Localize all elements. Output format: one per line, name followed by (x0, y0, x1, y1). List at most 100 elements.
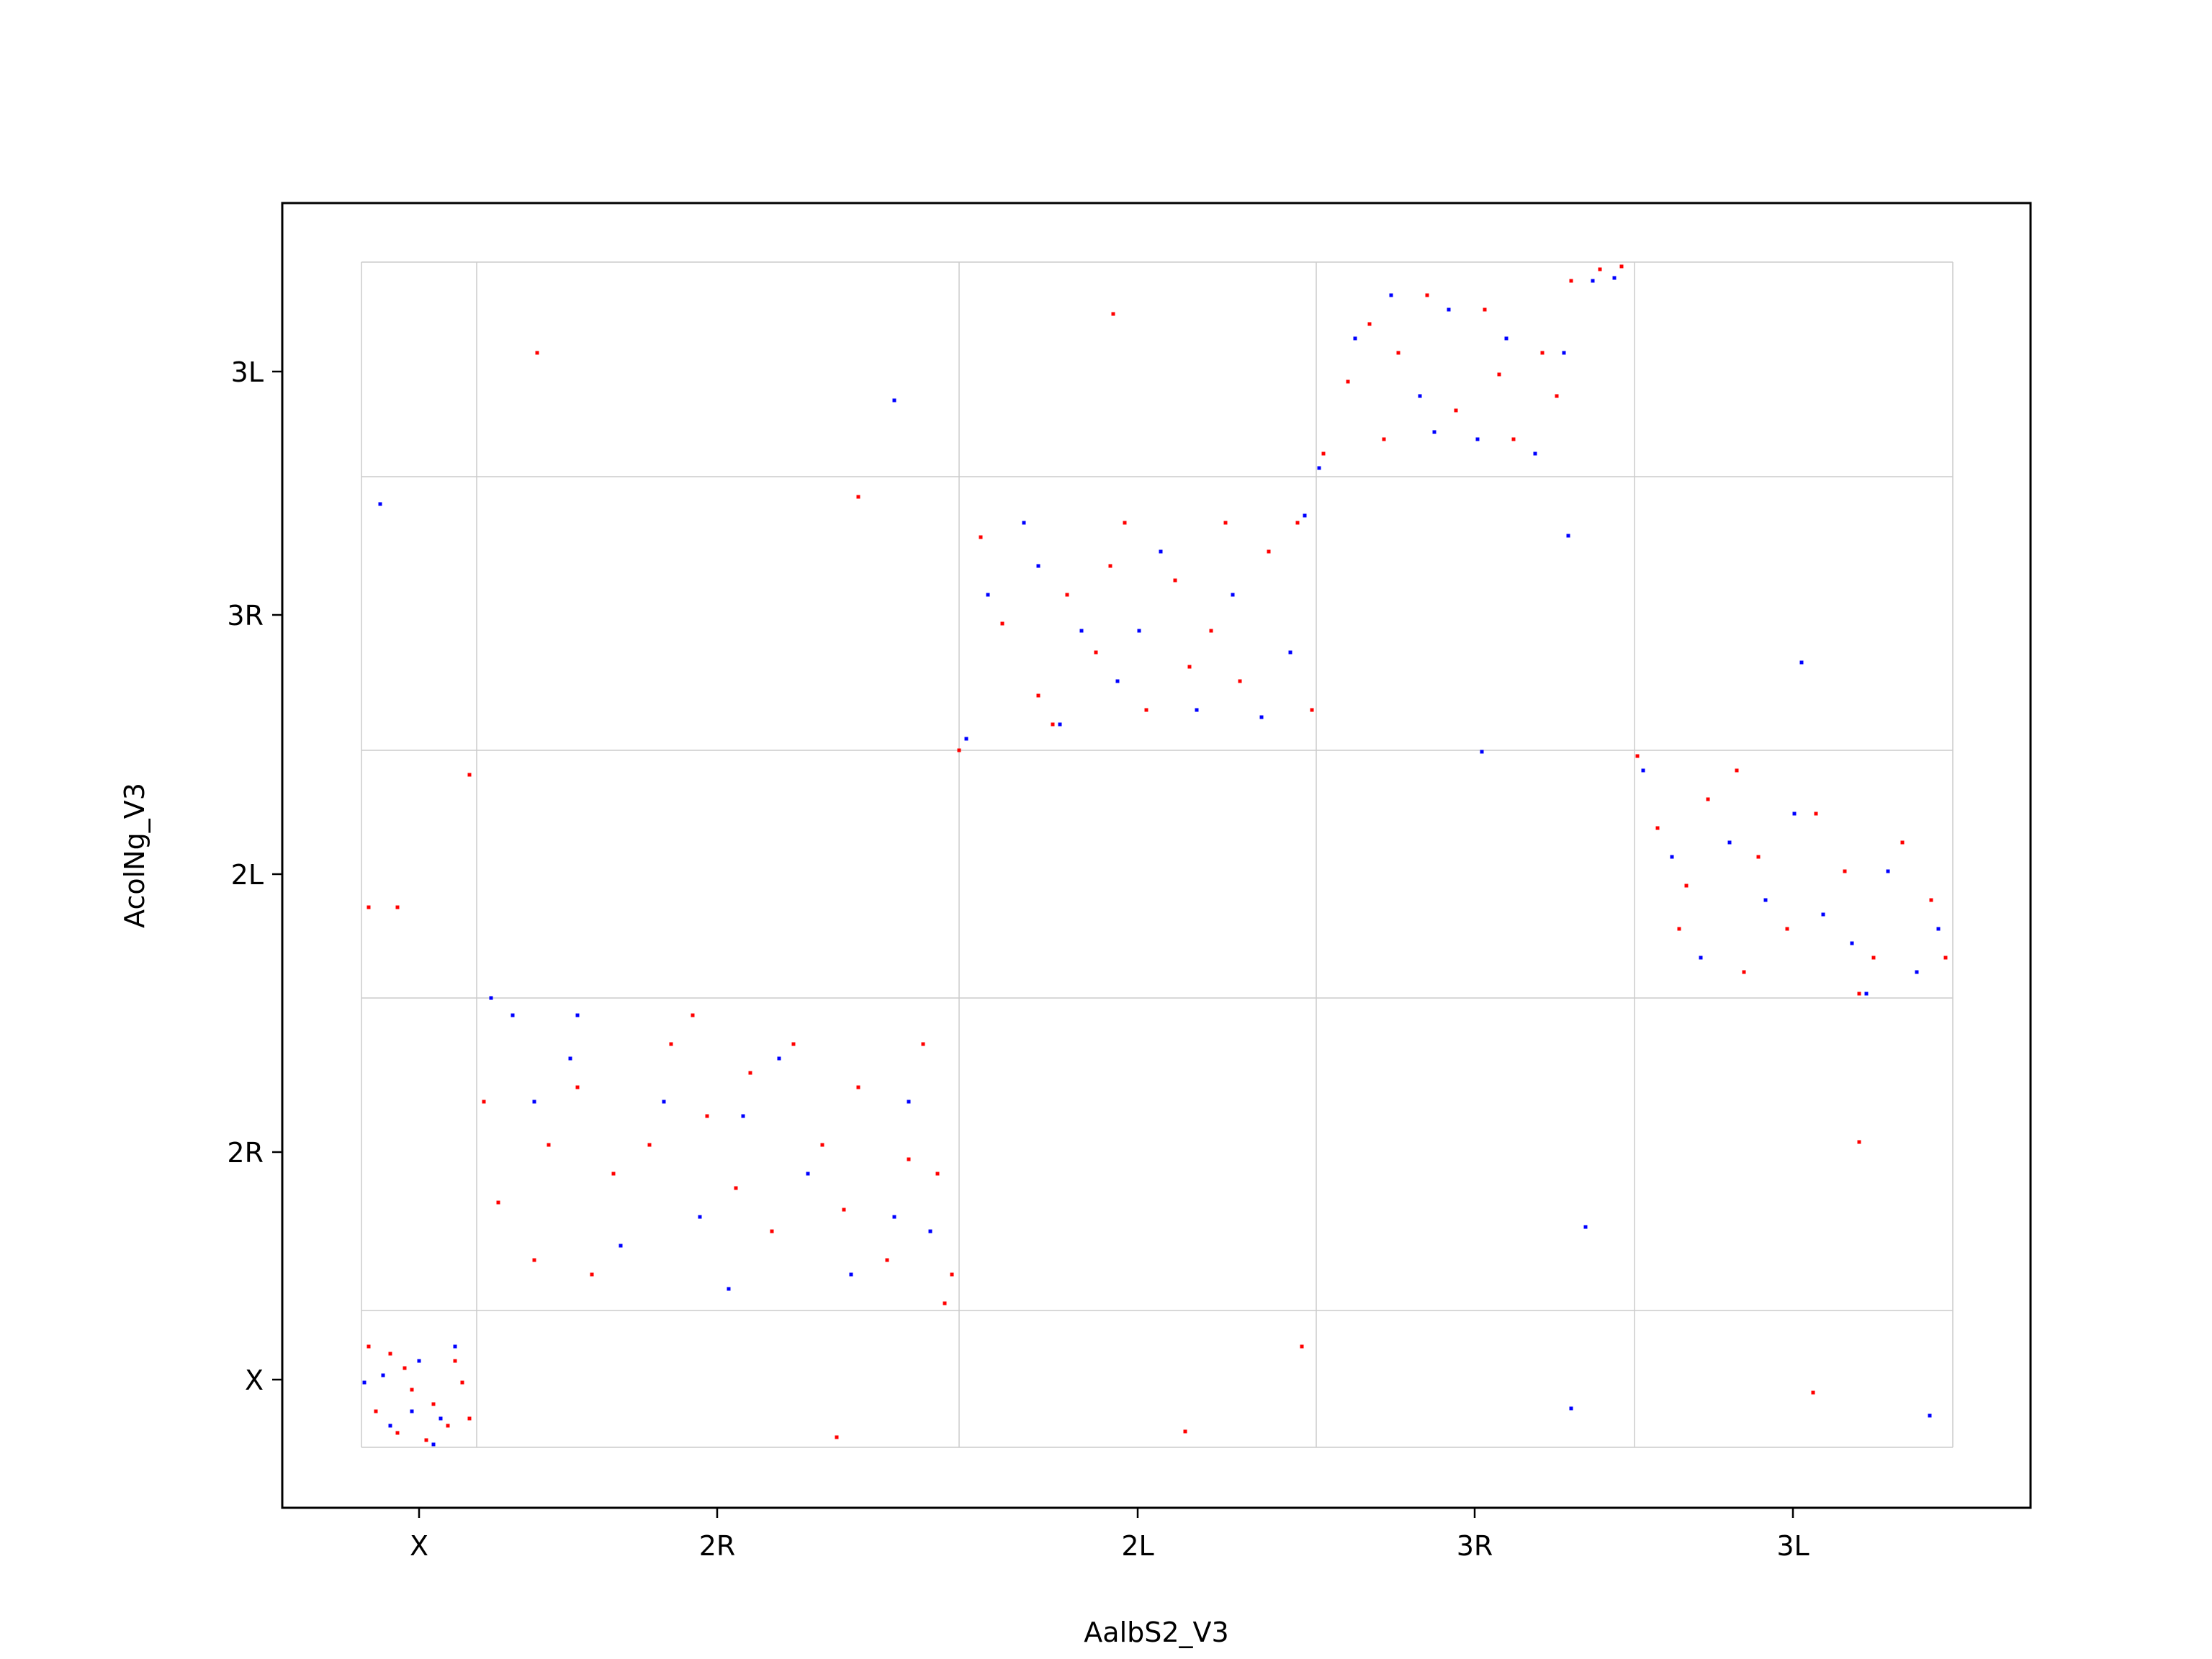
point (1871, 956, 1876, 960)
point (1562, 351, 1566, 355)
point (439, 1416, 443, 1421)
point (1727, 840, 1732, 845)
point (1943, 956, 1948, 960)
point (1396, 351, 1401, 355)
point (388, 1424, 392, 1428)
point (1569, 279, 1573, 283)
point (1763, 898, 1768, 902)
point (1756, 855, 1761, 859)
point (1533, 451, 1537, 456)
point (467, 1416, 472, 1421)
point (410, 1388, 414, 1392)
point (1677, 927, 1681, 931)
point (935, 1172, 940, 1176)
point (979, 535, 983, 539)
point (1123, 521, 1127, 525)
y-axis-label: AcolNg_V3 (119, 783, 150, 928)
plot-frame (281, 202, 2032, 1509)
point (1591, 279, 1595, 283)
point (1321, 451, 1326, 456)
point (1850, 941, 1854, 945)
point (957, 748, 961, 752)
point (1857, 1140, 1861, 1144)
point (1173, 578, 1177, 583)
point (1811, 1390, 1815, 1395)
point (1137, 629, 1141, 633)
point (532, 1100, 536, 1104)
point (1742, 970, 1746, 974)
x-tick-label: 3L (1776, 1530, 1809, 1562)
point (1288, 650, 1292, 655)
point (1353, 336, 1357, 341)
point (1886, 869, 1890, 873)
point (727, 1287, 731, 1291)
point (1566, 534, 1570, 538)
point (856, 495, 860, 499)
point (698, 1215, 702, 1219)
y-tick-label: 3R (227, 600, 264, 631)
x-tick-label: X (410, 1530, 428, 1562)
point (453, 1344, 457, 1349)
point (741, 1114, 745, 1118)
point (1483, 307, 1487, 312)
y-tick-label: X (245, 1364, 264, 1396)
point (1475, 437, 1480, 441)
point (1655, 826, 1660, 830)
point (986, 593, 990, 597)
point (410, 1409, 414, 1413)
point (1480, 750, 1484, 754)
point (1635, 754, 1640, 758)
point (1209, 629, 1213, 633)
point (1928, 1413, 1932, 1418)
point (791, 1042, 796, 1046)
point (489, 996, 493, 1000)
point (431, 1442, 436, 1447)
point (1065, 593, 1069, 597)
point (1735, 768, 1739, 773)
point (1900, 840, 1905, 845)
point (575, 1013, 580, 1017)
point (1915, 970, 1919, 974)
point (1929, 898, 1933, 902)
point (1598, 267, 1602, 271)
point (1159, 549, 1163, 554)
point (1670, 855, 1674, 859)
point (1367, 322, 1372, 326)
point (1569, 1406, 1573, 1411)
point (1036, 693, 1040, 698)
point (820, 1143, 824, 1147)
point (1583, 1225, 1588, 1229)
point (460, 1380, 464, 1385)
point (395, 905, 400, 909)
point (619, 1244, 623, 1248)
point (1612, 276, 1617, 280)
point (770, 1229, 774, 1233)
point (1785, 927, 1789, 931)
point (547, 1143, 551, 1147)
point (1115, 679, 1120, 683)
point (892, 398, 896, 403)
point (1799, 660, 1804, 665)
point (806, 1172, 810, 1176)
point (1346, 379, 1350, 384)
point (362, 1380, 367, 1385)
point (1300, 1344, 1304, 1349)
point (511, 1013, 515, 1017)
point (568, 1056, 572, 1061)
point (1058, 722, 1062, 727)
point (374, 1409, 378, 1413)
point (590, 1272, 594, 1277)
point (1389, 293, 1393, 297)
point (1051, 722, 1055, 727)
point (424, 1438, 428, 1442)
point (964, 737, 968, 741)
point (669, 1042, 673, 1046)
point (378, 502, 382, 506)
point (1699, 956, 1703, 960)
point (921, 1042, 925, 1046)
point (1094, 650, 1098, 655)
point (1706, 797, 1710, 801)
point (611, 1172, 616, 1176)
point (842, 1208, 846, 1212)
